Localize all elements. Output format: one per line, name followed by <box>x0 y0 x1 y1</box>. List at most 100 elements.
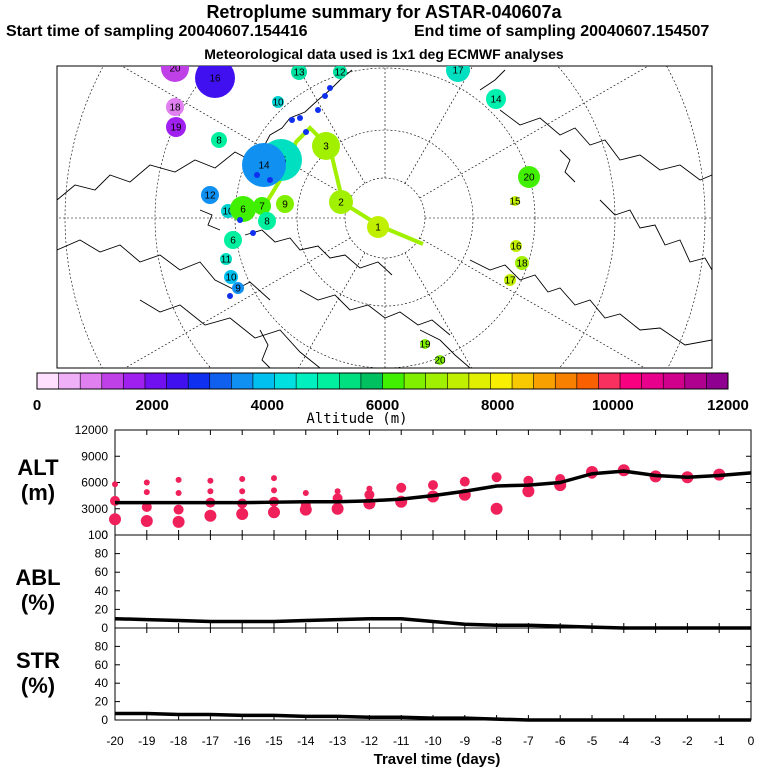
alt-dot <box>175 476 182 483</box>
y-tick-label: 80 <box>95 547 109 561</box>
alt-dot <box>204 509 217 522</box>
colorbar-swatch <box>231 373 254 389</box>
map-cluster-label: 10 <box>222 207 234 218</box>
colorbar-swatch <box>555 373 578 389</box>
map-cluster-label: 16 <box>209 74 221 85</box>
coastlines <box>57 69 712 368</box>
colorbar-tick-label: 6000 <box>366 397 399 414</box>
map-cluster-circle <box>161 66 189 82</box>
x-tick-label: -3 <box>650 734 661 748</box>
colorbar-swatch <box>123 373 146 389</box>
colorbar-swatch <box>663 373 686 389</box>
colorbar-swatch <box>382 373 405 389</box>
abl-label: ABL <box>15 565 60 590</box>
y-tick-label: 0 <box>101 621 108 635</box>
colorbar-swatch <box>209 373 232 389</box>
colorbar-swatch <box>512 373 535 389</box>
map-frame <box>56 65 713 369</box>
met-data-note: Meteorological data used is 1x1 deg ECMW… <box>204 46 564 62</box>
y-tick-label: 60 <box>95 565 109 579</box>
map-point <box>227 293 233 299</box>
map-cluster-circle <box>242 143 286 187</box>
colorbar-swatch <box>533 373 556 389</box>
map-cluster-circle <box>446 66 470 82</box>
alt-mean-line <box>115 469 752 505</box>
map-cluster-label: 20 <box>169 64 181 75</box>
map-point <box>322 93 328 99</box>
alt-dot <box>143 479 150 486</box>
colorbar-swatch <box>620 373 643 389</box>
alt-dot <box>331 502 344 515</box>
polar-map: 2016131217141819108151432015121067921861… <box>56 64 713 369</box>
colorbar-swatch <box>252 373 276 389</box>
colorbar-swatch <box>576 373 599 389</box>
colorbar-swatch <box>641 373 664 389</box>
alt-dot <box>109 513 121 526</box>
map-point <box>267 177 273 183</box>
alt-dot <box>334 488 341 495</box>
map-cluster-label: 1 <box>375 223 381 234</box>
map-cluster-label: 9 <box>282 200 288 211</box>
colorbar-tick-label: 12000 <box>707 397 749 414</box>
map-cluster-label: 20 <box>523 173 535 184</box>
colorbar-swatch <box>339 373 362 389</box>
alt-dot <box>271 487 277 494</box>
meridian-line <box>121 66 351 199</box>
x-tick-label: -15 <box>265 734 283 748</box>
map-cluster-circle <box>312 132 340 160</box>
map-cluster-label: 12 <box>204 191 216 202</box>
y-tick-label: 20 <box>95 602 109 616</box>
alt-dot <box>491 472 502 483</box>
meridian-line <box>419 66 649 199</box>
map-cluster-circle <box>201 186 219 204</box>
map-cluster-circle <box>486 89 506 109</box>
alt-dot <box>302 490 309 496</box>
map-cluster-label: 13 <box>293 68 305 79</box>
map-point <box>297 115 303 121</box>
x-tick-label: -6 <box>555 734 566 748</box>
x-tick-label: -2 <box>682 734 693 748</box>
map-cluster-circle <box>224 270 238 284</box>
map-cluster-circle <box>211 132 227 148</box>
map-cluster-circle <box>166 98 184 116</box>
map-cluster-circle <box>518 166 540 188</box>
colorbar-tick-label: 10000 <box>592 397 634 414</box>
map-cluster-label: 3 <box>323 142 329 153</box>
colorbar-tick-label: 2000 <box>135 397 168 414</box>
alt-dot <box>173 504 184 515</box>
colorbar-swatch <box>490 373 513 389</box>
colorbar-swatch <box>425 373 448 389</box>
x-tick-label: -4 <box>618 734 629 748</box>
alt-dot <box>239 476 246 482</box>
colorbar-swatch <box>80 373 103 389</box>
start-time: Start time of sampling 20040607.154416 <box>6 23 308 40</box>
map-cluster-circle <box>367 216 389 238</box>
colorbar-swatch <box>274 373 297 389</box>
map-cluster-label: 20 <box>434 356 446 367</box>
y-tick-label: 3000 <box>81 502 108 516</box>
abl-panel-frame <box>114 534 752 629</box>
meridian-line <box>124 237 351 368</box>
y-tick-label: 6000 <box>81 476 108 490</box>
map-cluster-circle <box>195 66 235 98</box>
map-cluster-label: 9 <box>235 284 241 295</box>
colorbar-swatch <box>598 373 621 389</box>
map-point <box>250 230 256 236</box>
colorbar-swatch <box>684 373 707 389</box>
x-tick-label: -5 <box>587 734 598 748</box>
alt-dot <box>143 489 150 496</box>
colorbar-swatch <box>360 373 383 389</box>
colorbar-swatch <box>317 373 340 389</box>
map-cluster-label: 18 <box>516 259 528 270</box>
alt-dot <box>366 485 373 492</box>
alt-dot <box>207 477 214 484</box>
abl-line <box>114 616 751 630</box>
map-point <box>237 217 243 223</box>
map-cluster-circle <box>504 274 516 286</box>
colorbar-frame <box>36 372 729 390</box>
abl-unit: (%) <box>21 590 55 615</box>
alt-dot <box>490 502 503 515</box>
colorbar-swatch <box>188 373 211 389</box>
map-cluster-label: 10 <box>225 273 237 284</box>
